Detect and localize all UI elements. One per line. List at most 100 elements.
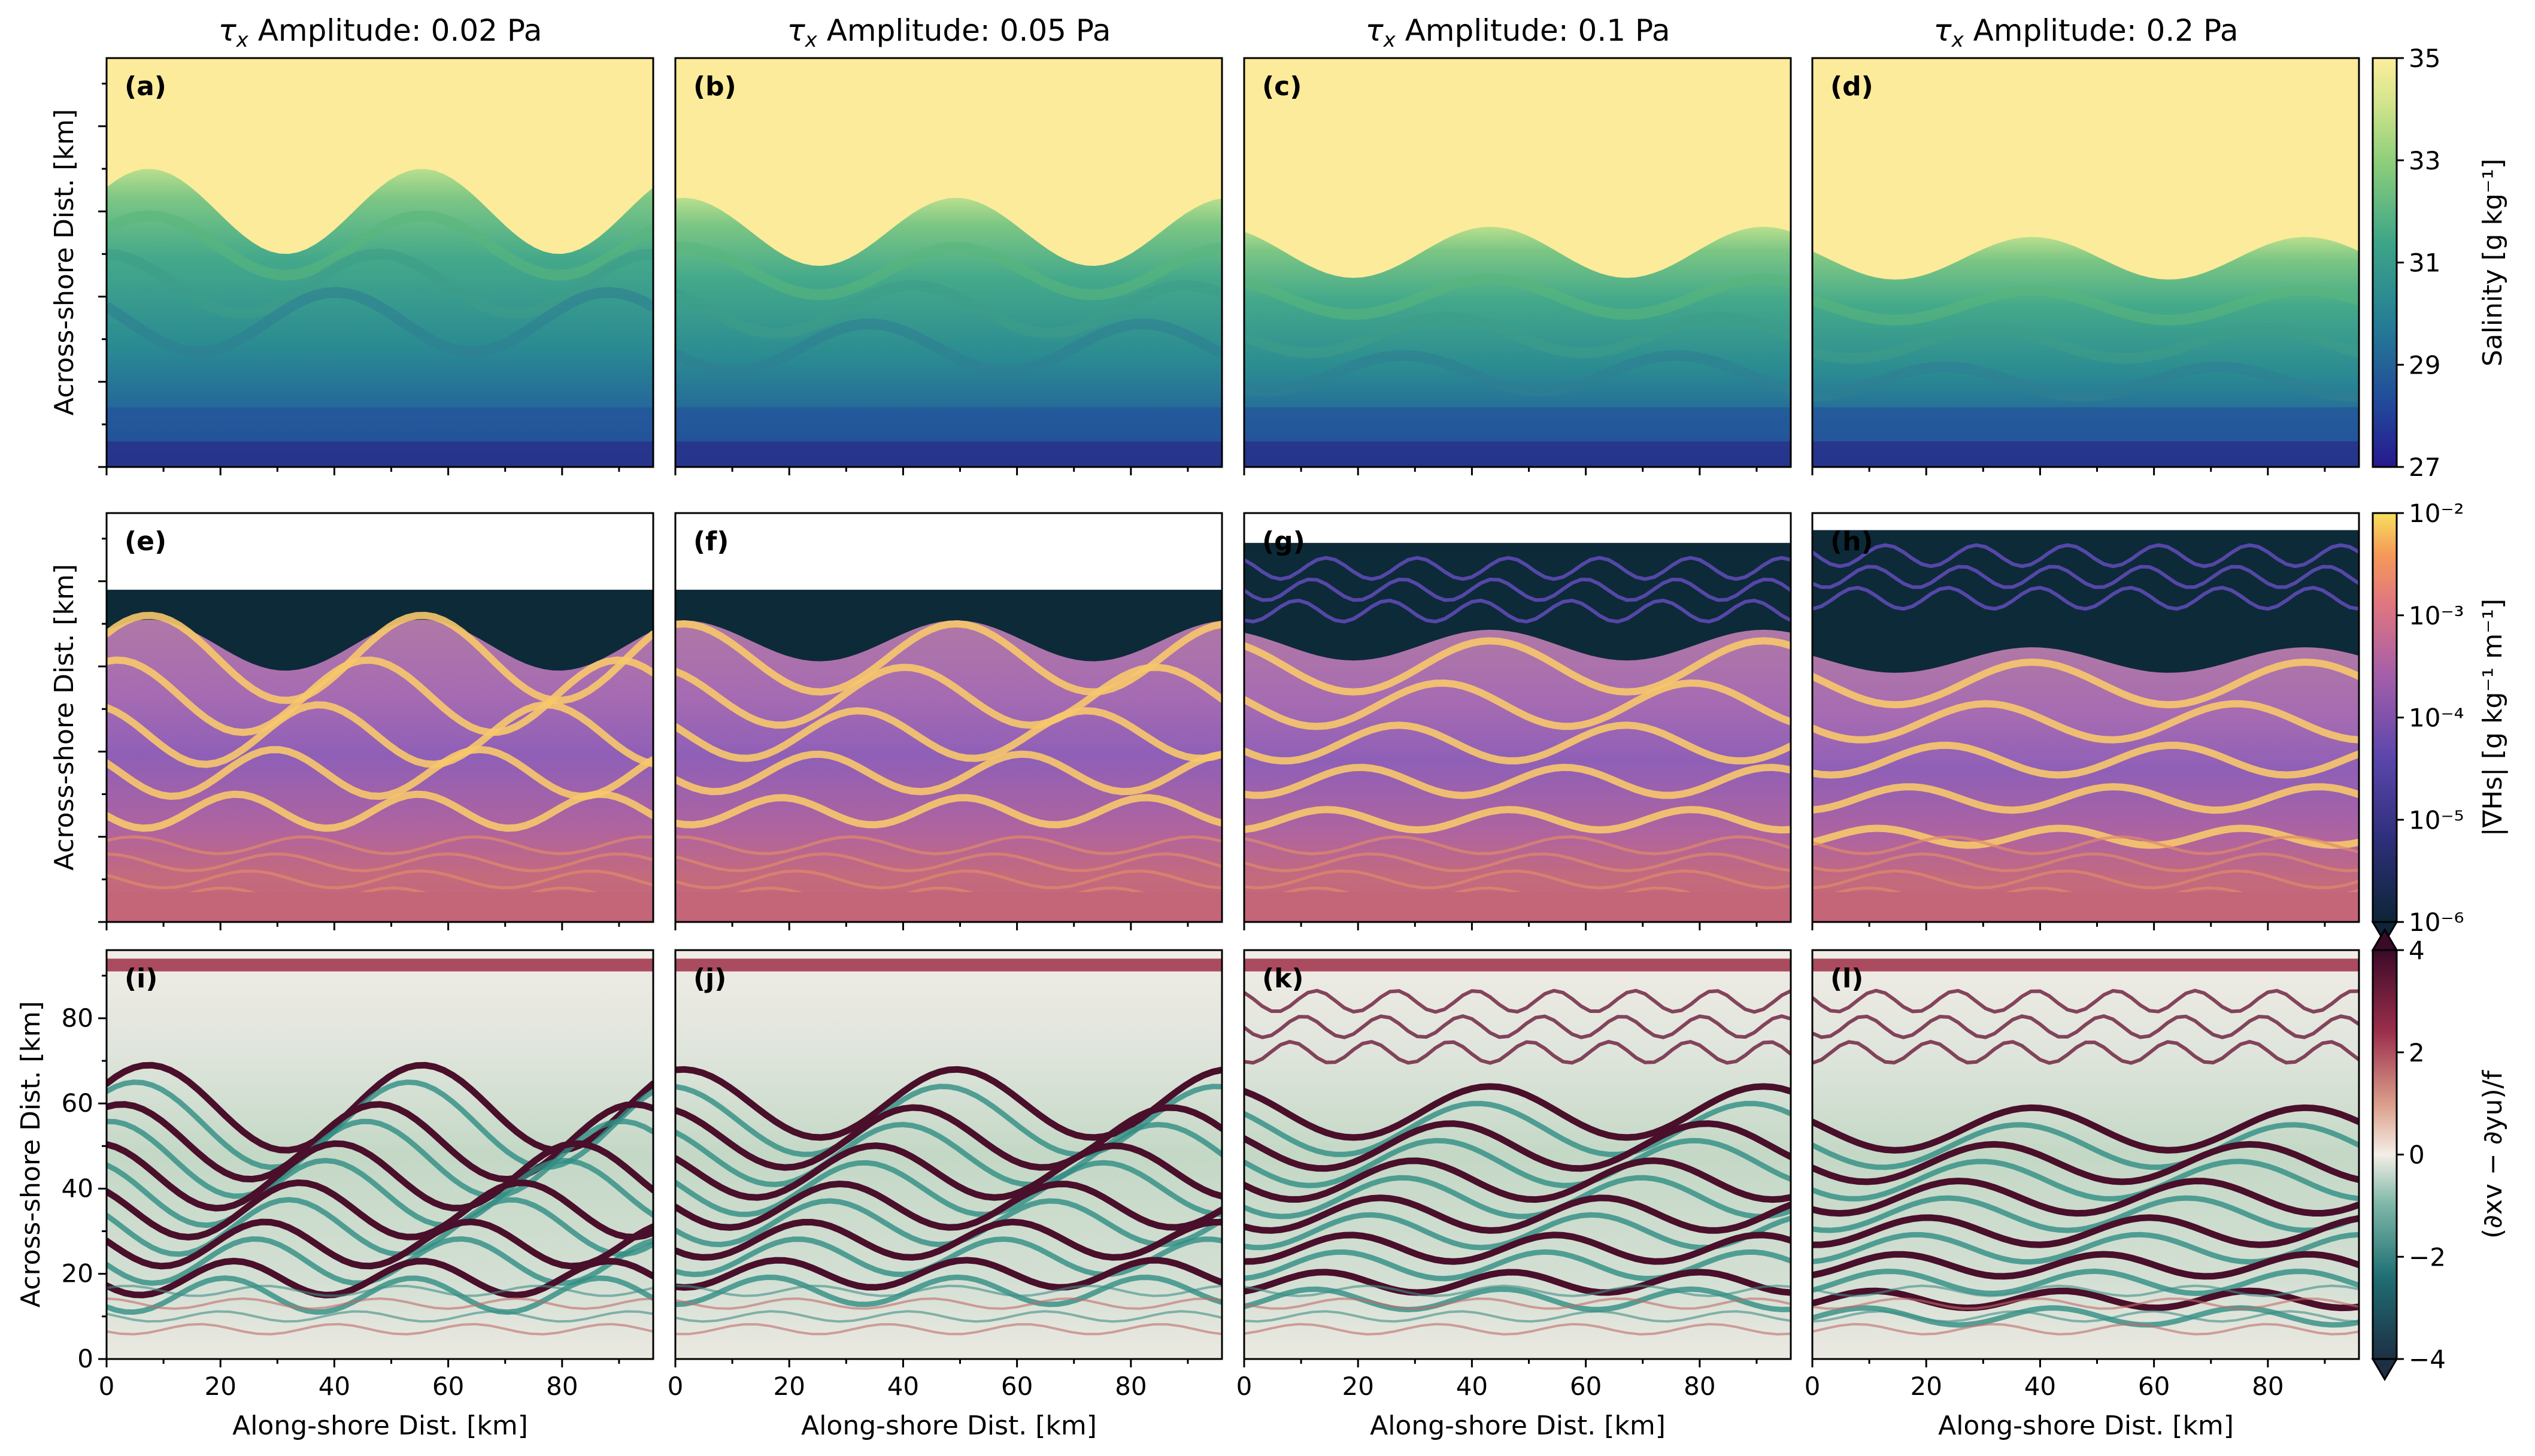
vorticity-filament (675, 1142, 1222, 1201)
vorticity-filament (675, 1066, 1222, 1141)
panel-label: (i) (125, 963, 157, 994)
vorticity-filament-negative (675, 1236, 1222, 1278)
ylabel-row-2: Across-shore Dist. [km] (49, 564, 80, 870)
salinity-front (1244, 763, 1791, 799)
xlabel-col-1: Along-shore Dist. [km] (232, 1410, 528, 1441)
colorbar-extend-max (2371, 928, 2398, 951)
x-tick-label: 40 (2024, 1372, 2056, 1401)
x-tick-label: 20 (1342, 1372, 1373, 1401)
ylabel-row-3: Across-shore Dist. [km] (16, 1001, 46, 1308)
vorticity-filament (675, 1180, 1222, 1231)
colorbar-label: Salinity [g kg⁻¹] (2478, 159, 2508, 366)
column-title-4: τx Amplitude: 0.2 Pa (1933, 13, 2238, 52)
panel-c: (c) (1243, 57, 1792, 468)
colorbar-extend-min (2371, 1358, 2398, 1381)
x-tick-label: 0 (1236, 1372, 1253, 1401)
vorticity-filament (1244, 1083, 1791, 1141)
vorticity-filament (1244, 1120, 1791, 1172)
panel-b: (b) (674, 57, 1223, 468)
vorticity-field (675, 950, 1222, 1359)
vorticity-filament-negative (1244, 1138, 1791, 1188)
salinity-front (107, 790, 653, 832)
salinity-front (1812, 700, 2359, 744)
y-tick-label: 0 (77, 1344, 93, 1373)
vorticity-filament-negative (1244, 1249, 1791, 1282)
vorticity-filament (1244, 1194, 1791, 1234)
colorbar-vorticity: 4 2 0 −2 −4 (∂xv − ∂yu)/f (2371, 928, 2508, 1381)
x-tick-label: 80 (546, 1372, 578, 1401)
salinity-front (107, 745, 653, 800)
xlabel-col-3: Along-shore Dist. [km] (1370, 1410, 1666, 1441)
colorbar-tick-label: 10⁻⁵ (2409, 805, 2464, 835)
salinity-front (675, 750, 1222, 796)
salinity-front (1244, 721, 1791, 765)
salinity-front (1812, 824, 2359, 849)
x-tick-label: 80 (2252, 1372, 2284, 1401)
panel-h: (h) (1811, 512, 2360, 923)
panel-label: (l) (1830, 963, 1863, 994)
salinity-front (107, 701, 653, 768)
vorticity-filament-negative (107, 1197, 653, 1257)
colorbar-tick-label: 29 (2409, 350, 2440, 380)
panel-g: (g) (1243, 512, 1792, 923)
x-tick-label: 60 (2138, 1372, 2170, 1401)
panel-f: (f) (674, 512, 1223, 923)
vorticity-filament-negative (675, 1121, 1222, 1188)
vorticity-filament (1812, 1140, 2359, 1185)
panel-label: (j) (693, 963, 726, 994)
salinity-front (675, 620, 1222, 696)
y-tick-label: 60 (62, 1088, 93, 1118)
x-tick-label: 20 (1910, 1372, 1942, 1401)
panel-i: (i) (105, 949, 654, 1360)
x-tick-label: 40 (1456, 1372, 1488, 1401)
colorbar-tick-label: 31 (2409, 248, 2440, 278)
colorbar-tick-label: 4 (2409, 936, 2425, 965)
column-title-3: τx Amplitude: 0.1 Pa (1365, 13, 1670, 52)
colorbar-tick-label: 2 (2409, 1038, 2425, 1067)
vorticity-filament-negative (1244, 1100, 1791, 1157)
vorticity-filament (107, 1218, 653, 1270)
x-tick-label: 20 (204, 1372, 236, 1401)
colorbar-label: (∂xv − ∂yu)/f (2478, 1069, 2508, 1239)
ylabel-row-1: Across-shore Dist. [km] (49, 109, 80, 415)
salinity-front (1812, 741, 2359, 779)
vorticity-filament-negative (107, 1157, 653, 1228)
panel-label: (f) (693, 526, 729, 557)
panel-label: (b) (693, 71, 736, 102)
panel-e: (e) (105, 512, 654, 923)
salinity-front (1244, 637, 1791, 696)
vorticity-filament (107, 1179, 653, 1241)
salinity-plume (1244, 226, 1791, 467)
panel-label: (g) (1262, 526, 1305, 557)
column-title-2: τx Amplitude: 0.05 Pa (787, 13, 1111, 52)
x-tick-label: 60 (1001, 1372, 1033, 1401)
vorticity-filament-negative (1812, 1158, 2359, 1202)
salinity-plume (675, 198, 1222, 467)
x-tick-label: 40 (887, 1372, 919, 1401)
colorbar-tick-label: −2 (2409, 1242, 2446, 1272)
xlabel-col-4: Along-shore Dist. [km] (1938, 1410, 2234, 1441)
colorbar-tick-label: 33 (2409, 146, 2440, 175)
salinity-front (107, 611, 653, 704)
vorticity-filament (1244, 1157, 1791, 1203)
x-tick-label: 0 (1805, 1372, 1821, 1401)
salinity-front (675, 663, 1222, 729)
vorticity-filament (1812, 1178, 2359, 1217)
vorticity-filament-negative (675, 1160, 1222, 1218)
vorticity-filament-negative (675, 1274, 1222, 1308)
vorticity-filament (675, 1218, 1222, 1261)
salinity-front (1812, 658, 2359, 709)
x-tick-label: 40 (319, 1372, 350, 1401)
vorticity-filament (1244, 1269, 1791, 1296)
panel-label: (c) (1262, 71, 1302, 102)
colorbar-tick-label: 0 (2409, 1140, 2425, 1170)
colorbar-tick-label: 27 (2409, 453, 2440, 482)
panel-label: (h) (1830, 526, 1873, 557)
vorticity-filament (1244, 1231, 1791, 1265)
colorbar-tick-label: 35 (2409, 44, 2440, 73)
vorticity-filament-negative (1812, 1122, 2359, 1170)
panel-d: (d) (1811, 57, 2360, 468)
vorticity-filament-negative (107, 1118, 653, 1199)
column-title-1: τx Amplitude: 0.02 Pa (219, 13, 542, 52)
